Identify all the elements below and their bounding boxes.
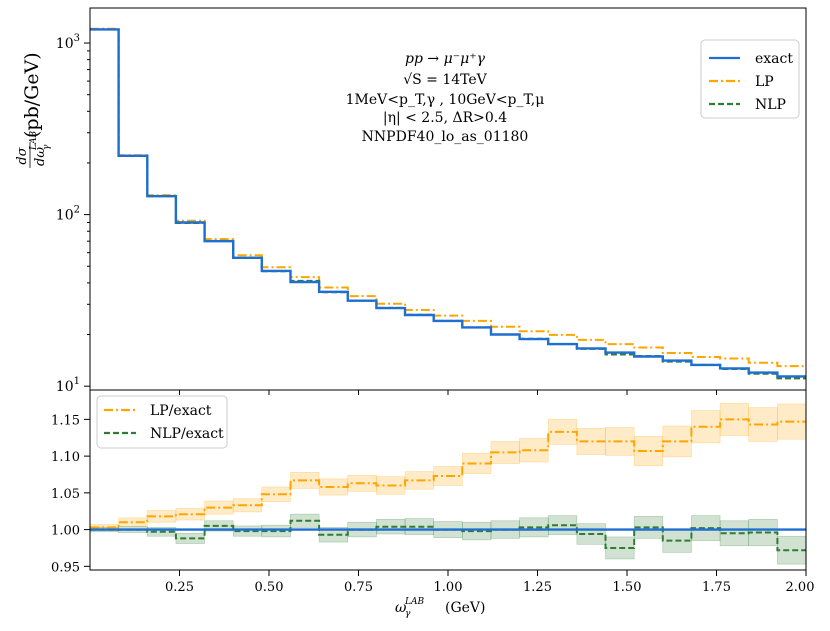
main-ytick-label: 103 [56, 33, 80, 52]
ratio-band-lp [519, 438, 549, 463]
ratio-ytick-label: 1.05 [51, 487, 80, 502]
legend-label-lp: LP [755, 74, 774, 90]
xtick-label: 0.50 [255, 580, 284, 595]
ylabel-superscript: LAB [29, 131, 39, 151]
ratio-y-ticks: 0.95 1.00 1.05 1.10 1.15 [51, 413, 90, 575]
xtick-label: 1.25 [523, 580, 552, 595]
legend-label-lp-ratio: LP/exact [150, 403, 212, 419]
xtick-label: 2.00 [786, 580, 815, 595]
main-y-axis-label: dσ dω LAB γ (pb/GeV) [15, 52, 52, 168]
xtick-label: 1.50 [613, 580, 642, 595]
ylabel-unit: (pb/GeV) [21, 52, 43, 138]
ratio-series-layer [89, 402, 807, 565]
legend-label-nlp: NLP [755, 97, 786, 113]
xtick-label: 0.75 [344, 580, 373, 595]
main-series-layer [90, 27, 806, 380]
main-x-ticks [179, 390, 807, 395]
main-ytick-label: 101 [56, 376, 80, 395]
ytick-base: 10 [56, 36, 74, 52]
xtick-label: 0.25 [165, 580, 194, 595]
main-legend-box [700, 39, 800, 119]
main-series-lp [90, 27, 806, 368]
ratio-ytick-label: 1.00 [51, 524, 80, 539]
process-annotation: pp → μ⁻μ⁺γ √S = 14TeV 1MeV<p_T,γ , 10GeV… [346, 51, 545, 145]
xtick-label: 1.00 [434, 580, 463, 595]
ytick-exponent: 2 [74, 205, 80, 216]
ratio-ytick-label: 1.10 [51, 450, 80, 465]
xlabel-unit: (GeV) [445, 600, 486, 616]
annotation-process: pp → μ⁻μ⁺γ [405, 51, 486, 67]
ylabel-denominator: dω [33, 147, 48, 166]
ratio-panel: 0.95 1.00 1.05 1.10 1.15 0.25 0.50 0.75 1.00 1.2… [51, 389, 814, 619]
ratio-ytick-label: 1.15 [51, 413, 80, 428]
ratio-band-lp [118, 517, 148, 527]
legend-label-exact: exact [755, 51, 793, 67]
legend-label-nlp-ratio: NLP/exact [150, 426, 224, 442]
ylabel-subscript: γ [42, 144, 52, 150]
ytick-base: 10 [56, 208, 74, 224]
ratio-series-lp [90, 418, 806, 529]
ratio-legend: LP/exact NLP/exact [96, 395, 228, 449]
main-ytick-label: 102 [56, 205, 80, 224]
annotation-energy: √S = 14TeV [403, 72, 487, 88]
ytick-exponent: 1 [74, 376, 80, 387]
annotation-pdf: NNPDF40_lo_as_01180 [362, 129, 529, 145]
xlabel-superscript: LAB [404, 597, 424, 607]
xtick-label: 1.75 [702, 580, 731, 595]
annotation-eta-cuts: |η| < 2.5, ΔR>0.4 [383, 110, 507, 126]
xlabel-symbol: ω [395, 600, 407, 616]
ratio-x-ticks: 0.25 0.50 0.75 1.00 1.25 1.50 1.75 2.00 [165, 570, 814, 595]
ratio-band-nlp [748, 519, 778, 547]
ratio-ytick-label: 0.95 [51, 560, 80, 575]
x-axis-label: ω LAB γ (GeV) [395, 597, 486, 619]
ylabel-numerator: dσ [15, 146, 30, 164]
ytick-base: 10 [56, 379, 74, 395]
xlabel-subscript: γ [405, 609, 411, 619]
annotation-pt-cuts: 1MeV<p_T,γ , 10GeV<p_T,μ [346, 92, 545, 108]
ratio-series-nlp [90, 519, 806, 552]
main-series-exact [90, 28, 806, 378]
main-legend: exact LP NLP [700, 39, 800, 119]
ytick-exponent: 3 [74, 33, 80, 44]
